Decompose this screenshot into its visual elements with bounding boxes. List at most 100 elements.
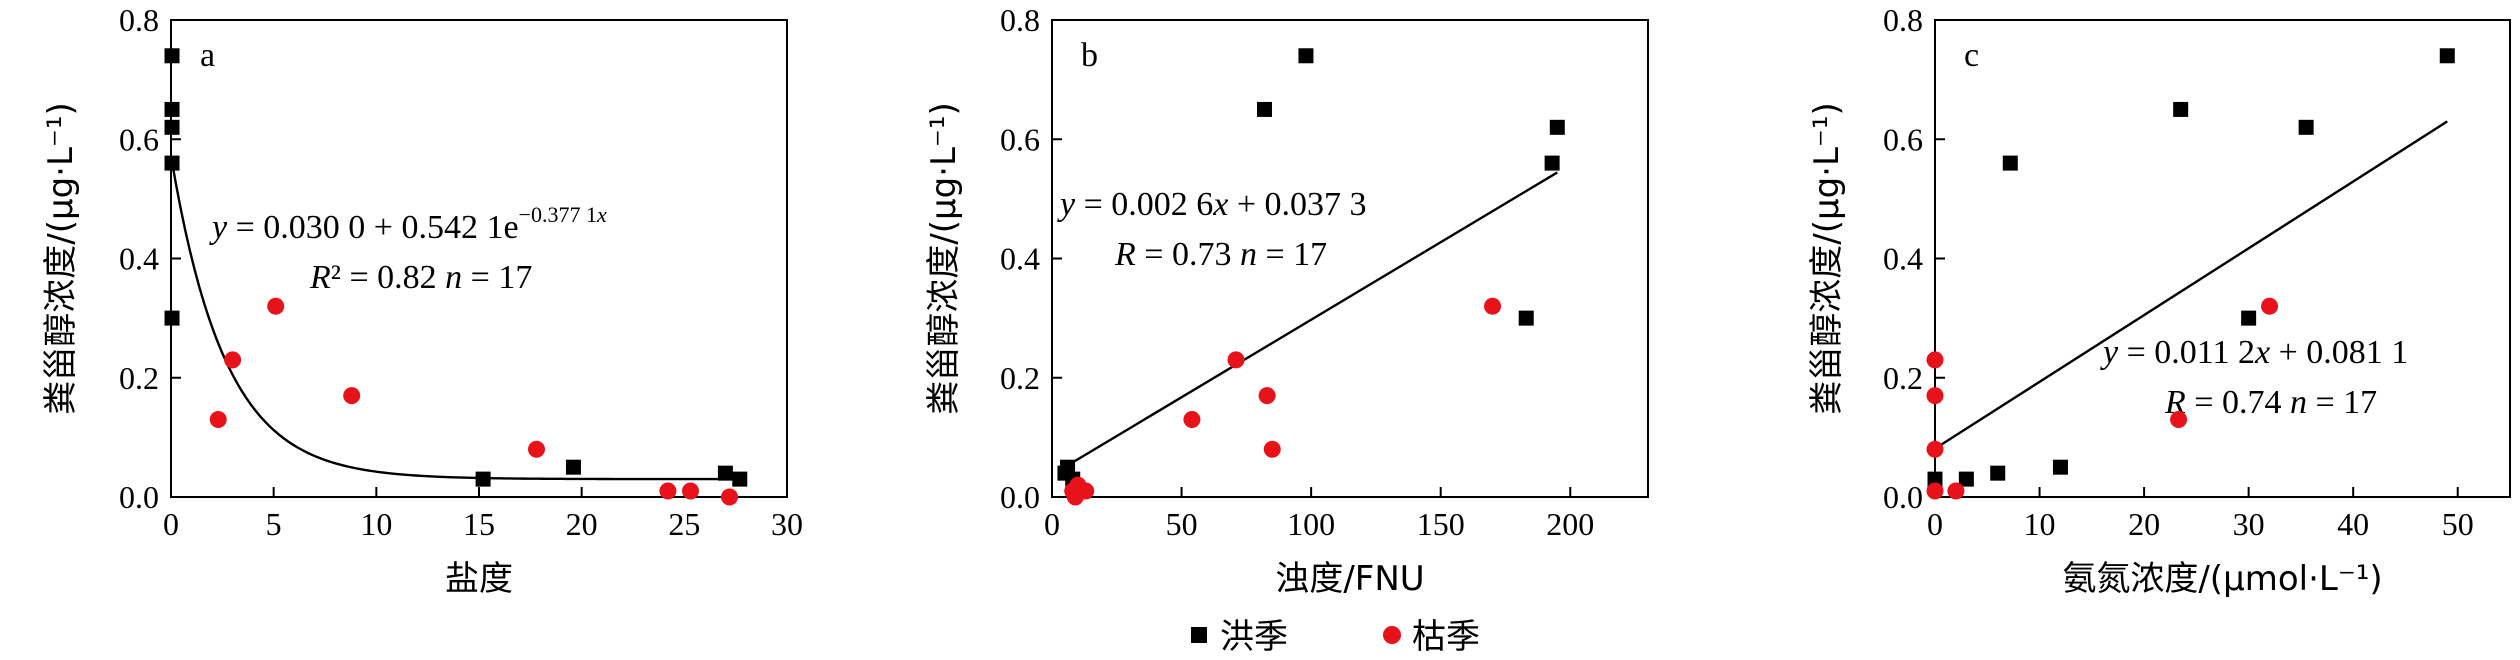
panel-letter: a xyxy=(200,37,215,74)
y-tick-label: 0.8 xyxy=(1000,2,1040,38)
dry-season-point xyxy=(1258,387,1276,405)
y-tick-label: 0.4 xyxy=(1883,241,1923,277)
x-tick-label: 150 xyxy=(1417,506,1465,542)
y-tick-label: 0.2 xyxy=(1883,360,1923,396)
dry-season-point xyxy=(1947,482,1965,500)
fit-statistics: R² = 0.82 n = 17 xyxy=(309,259,532,296)
y-tick-label: 0.0 xyxy=(1883,479,1923,515)
fit-equation: y = 0.002 6x + 0.037 3 xyxy=(1057,186,1367,223)
y-tick-label: 0.2 xyxy=(1000,360,1040,396)
panel-a-chart: 0.0 0.2 0.4 0.6 0.8 0 5 10 15 20 25 30 盐度 粪甾醇浓度/(μg·L… xyxy=(41,2,803,599)
x-axis-label: 盐度 xyxy=(445,559,513,599)
flood-season-point xyxy=(2002,155,2018,171)
x-tick-label: 20 xyxy=(566,506,598,542)
y-tick-label: 0.4 xyxy=(119,241,159,277)
flood-season-point xyxy=(1549,119,1565,135)
flood-season-point xyxy=(164,48,180,64)
dry-season-point xyxy=(2170,410,2188,428)
y-axis-label: 粪甾醇浓度/(μg·L⁻¹) xyxy=(924,102,964,415)
flood-season-point xyxy=(164,119,180,135)
flood-season-point xyxy=(1060,459,1076,475)
x-tick-label: 50 xyxy=(1166,506,1198,542)
fit-line xyxy=(1934,120,2448,450)
legend-flood-marker xyxy=(1191,627,1207,643)
flood-season-point xyxy=(1990,465,2006,481)
x-tick-label: 30 xyxy=(771,506,803,542)
flood-season-point xyxy=(1298,48,1314,64)
dry-season-point xyxy=(1077,482,1095,500)
x-tick-label: 40 xyxy=(2337,506,2369,542)
flood-season-point xyxy=(1518,310,1534,326)
x-tick-label: 10 xyxy=(360,506,392,542)
x-tick-label: 25 xyxy=(668,506,700,542)
legend-dry-label: 枯季 xyxy=(1412,617,1480,657)
dry-season-point xyxy=(527,440,545,458)
x-tick-label: 200 xyxy=(1546,506,1594,542)
dry-season-point xyxy=(224,351,242,369)
dry-season-point xyxy=(343,387,361,405)
panel-letter: b xyxy=(1081,37,1098,74)
x-tick-label: 15 xyxy=(463,506,495,542)
legend-flood-label: 洪季 xyxy=(1220,617,1288,657)
x-axis-label: 浊度/FNU xyxy=(1275,559,1424,599)
fit-equation: y = 0.011 2x + 0.081 1 xyxy=(2100,334,2408,371)
x-axis-label: 氨氮浓度/(μmol·L⁻¹) xyxy=(2062,559,2382,599)
panel-b-chart: 0.0 0.2 0.4 0.6 0.8 0 50 100 150 200 浊度/FNU 粪甾醇浓度/(… xyxy=(924,2,1649,599)
flood-season-point xyxy=(1256,101,1272,117)
flood-season-point xyxy=(565,459,581,475)
flood-season-point xyxy=(2241,310,2257,326)
x-tick-label: 100 xyxy=(1287,506,1335,542)
flood-season-point xyxy=(1544,155,1560,171)
panel-c-chart: 0.0 0.2 0.4 0.6 0.8 0 10 20 30 40 50 氨氮浓度/(μmol·L⁻¹… xyxy=(1807,2,2511,599)
flood-season-point xyxy=(2173,101,2189,117)
x-tick-label: 0 xyxy=(1927,506,1943,542)
dry-season-point xyxy=(1263,440,1281,458)
fit-line xyxy=(1064,171,1558,469)
flood-season-point xyxy=(164,155,180,171)
dry-season-point xyxy=(209,410,227,428)
x-tick-label: 10 xyxy=(2024,506,2056,542)
y-tick-label: 0.2 xyxy=(119,360,159,396)
x-tick-label: 5 xyxy=(266,506,282,542)
flood-season-point xyxy=(164,101,180,117)
y-tick-label: 0.0 xyxy=(119,479,159,515)
flood-season-point xyxy=(1958,471,1974,487)
x-tick-label: 20 xyxy=(2128,506,2160,542)
y-tick-label: 0.6 xyxy=(1883,121,1923,157)
fit-statistics: R = 0.73 n = 17 xyxy=(1114,236,1327,273)
flood-season-point xyxy=(164,310,180,326)
y-tick-label: 0.6 xyxy=(119,121,159,157)
y-tick-label: 0.8 xyxy=(1883,2,1923,38)
dry-season-point xyxy=(681,482,699,500)
flood-season-point xyxy=(2298,119,2314,135)
x-tick-label: 50 xyxy=(2442,506,2474,542)
y-axis-label: 粪甾醇浓度/(μg·L⁻¹) xyxy=(1807,102,1847,415)
y-axis-label: 粪甾醇浓度/(μg·L⁻¹) xyxy=(41,102,81,415)
flood-season-point xyxy=(732,471,748,487)
flood-season-point xyxy=(717,465,733,481)
dry-season-point xyxy=(1484,297,1502,315)
dry-season-point xyxy=(1926,387,1944,405)
fit-statistics: R = 0.74 n = 17 xyxy=(2164,384,2377,421)
x-tick-label: 0 xyxy=(163,506,179,542)
flood-season-point xyxy=(2052,459,2068,475)
dry-season-point xyxy=(721,488,739,506)
dry-season-point xyxy=(2261,297,2279,315)
y-tick-label: 0.8 xyxy=(119,2,159,38)
x-tick-label: 0 xyxy=(1044,506,1060,542)
legend: 洪季 枯季 xyxy=(1191,617,1480,657)
dry-season-point xyxy=(267,297,285,315)
panel-letter: c xyxy=(1964,37,1979,74)
dry-season-point xyxy=(1926,482,1944,500)
flood-season-point xyxy=(2439,48,2455,64)
fit-equation: y = 0.030 0 + 0.542 1e−0.377 1x xyxy=(209,202,607,246)
plot-frame xyxy=(1934,19,2511,498)
dry-season-point xyxy=(1227,351,1245,369)
flood-season-point xyxy=(475,471,491,487)
dry-season-point xyxy=(1183,410,1201,428)
dry-season-point xyxy=(659,482,677,500)
y-tick-label: 0.6 xyxy=(1000,121,1040,157)
dry-season-point xyxy=(1926,440,1944,458)
y-tick-label: 0.4 xyxy=(1000,241,1040,277)
